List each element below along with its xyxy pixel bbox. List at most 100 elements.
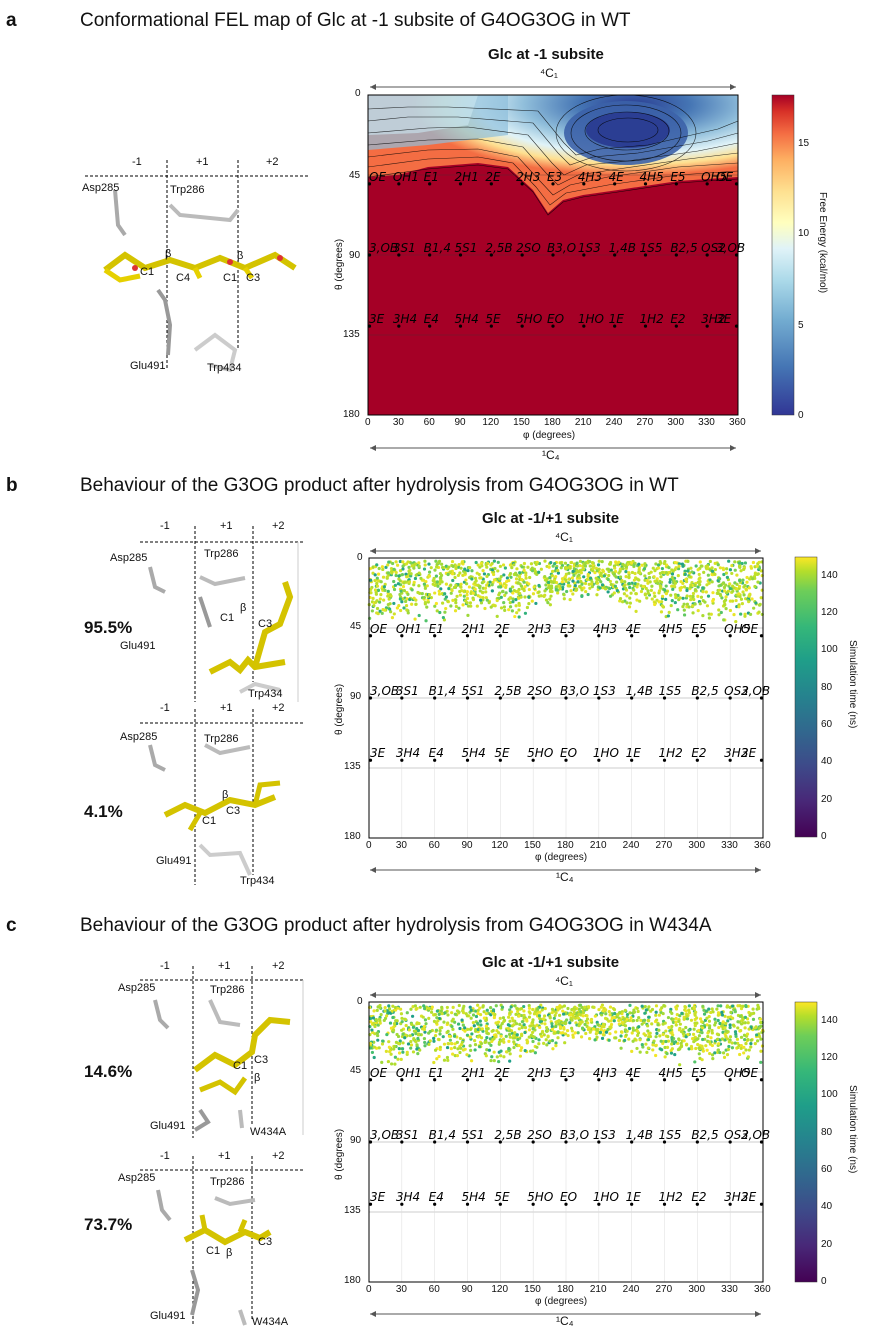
scatter-point <box>478 595 482 599</box>
grid-lines <box>368 1071 764 1282</box>
scatter-point <box>543 1007 547 1011</box>
conformer-label: B1,4 <box>429 1128 456 1142</box>
scatter-point <box>651 1048 655 1052</box>
scatter-point <box>579 579 583 584</box>
scatter-point <box>707 1040 712 1044</box>
colorbar-tick: 140 <box>821 1014 838 1026</box>
scatter-point <box>439 587 443 591</box>
scatter-point <box>442 1042 447 1046</box>
scatter-point <box>436 584 440 588</box>
scatter-point <box>621 600 625 604</box>
scatter-point <box>635 1006 639 1011</box>
scatter-point <box>638 571 642 575</box>
scatter-point <box>566 1006 570 1011</box>
scatter-point <box>573 1031 577 1035</box>
scatter-point <box>738 564 742 568</box>
scatter-point <box>435 1009 440 1013</box>
scatter-point <box>546 1034 550 1038</box>
scatter-point <box>729 1010 733 1014</box>
scatter-point <box>516 1037 520 1042</box>
scatter-point <box>571 569 575 574</box>
scatter-point <box>461 1048 466 1052</box>
conformer-label: 1S3 <box>593 684 616 698</box>
scatter-point <box>750 1012 754 1016</box>
scatter-point <box>581 1014 585 1018</box>
scatter-point <box>396 1006 400 1010</box>
scatter-point <box>473 587 477 591</box>
scatter-point <box>663 1045 667 1050</box>
scatter-point <box>683 572 687 576</box>
scatter-point <box>451 578 455 583</box>
conformer-label: OE <box>741 622 758 636</box>
scatter-point <box>669 1031 673 1035</box>
scatter-point <box>519 1013 524 1018</box>
scatter-point <box>650 597 654 601</box>
scatter-point <box>499 574 503 579</box>
conformer-label: 1S3 <box>593 1128 616 1142</box>
scatter-point <box>434 574 439 578</box>
scatter-point <box>588 564 592 568</box>
conformer-point <box>489 253 493 257</box>
conformer-point <box>368 1140 373 1144</box>
scatter-point <box>682 585 687 589</box>
scatter-point <box>466 604 471 608</box>
scatter-point <box>743 1015 748 1019</box>
scatter-point <box>628 1011 632 1015</box>
scatter-point <box>623 1024 628 1028</box>
scatter-point <box>434 559 438 563</box>
scatter-point <box>502 605 507 609</box>
scatter-point <box>499 1054 503 1058</box>
scatter-point <box>696 580 700 584</box>
scatter-point <box>520 1020 525 1024</box>
scatter-point <box>660 566 664 571</box>
y-tick: 135 <box>343 329 360 340</box>
scatter-point <box>580 582 584 586</box>
scatter-point <box>634 592 638 596</box>
scatter-point <box>583 1022 587 1027</box>
scatter-point <box>394 573 398 578</box>
chair-arrow-bottom-a <box>370 445 736 451</box>
scatter-point <box>608 1005 613 1009</box>
scatter-point <box>472 1024 476 1028</box>
colorbar-tick: 0 <box>821 1276 827 1287</box>
scatter-point <box>547 565 551 569</box>
scatter-point <box>554 588 558 592</box>
scatter-point <box>546 586 550 590</box>
scatter-point <box>460 561 464 565</box>
scatter-point <box>502 582 506 586</box>
scatter-point <box>458 571 462 575</box>
scatter-point <box>684 1009 688 1013</box>
conformer-point <box>458 253 463 257</box>
scatter-point <box>716 1004 720 1008</box>
scatter-point <box>677 1028 682 1032</box>
scatter-point <box>476 1011 480 1016</box>
scatter-point <box>496 560 500 564</box>
scatter-point <box>527 582 531 586</box>
scatter-point <box>520 1034 524 1038</box>
scatter-point <box>692 1007 696 1011</box>
scatter-point <box>640 1004 644 1008</box>
conformer-label: 1H2 <box>640 312 664 326</box>
scatter-point <box>399 1057 403 1061</box>
scatter-point <box>701 614 705 618</box>
scatter-point <box>569 589 573 593</box>
scatter-point <box>393 1055 397 1059</box>
scatter-point <box>702 1012 707 1016</box>
bottom-label-a: ¹C₄ <box>542 448 560 462</box>
scatter-point <box>635 598 639 602</box>
scatter-point <box>671 569 675 573</box>
scatter-point <box>687 605 691 609</box>
scatter-point <box>447 1034 452 1038</box>
scatter-point <box>421 1015 425 1019</box>
scatter-point <box>370 1050 375 1055</box>
x-tick: 360 <box>729 417 746 428</box>
scatter-point <box>733 1008 737 1013</box>
scatter-point <box>369 1020 373 1024</box>
scatter-point <box>568 1013 573 1017</box>
scatter-point <box>660 1006 664 1010</box>
scatter-point <box>468 1005 472 1009</box>
scatter-point <box>599 571 603 575</box>
scatter-point <box>630 1031 634 1035</box>
scatter-point <box>585 1014 589 1018</box>
conformer-label: 1,4B <box>626 1128 653 1142</box>
